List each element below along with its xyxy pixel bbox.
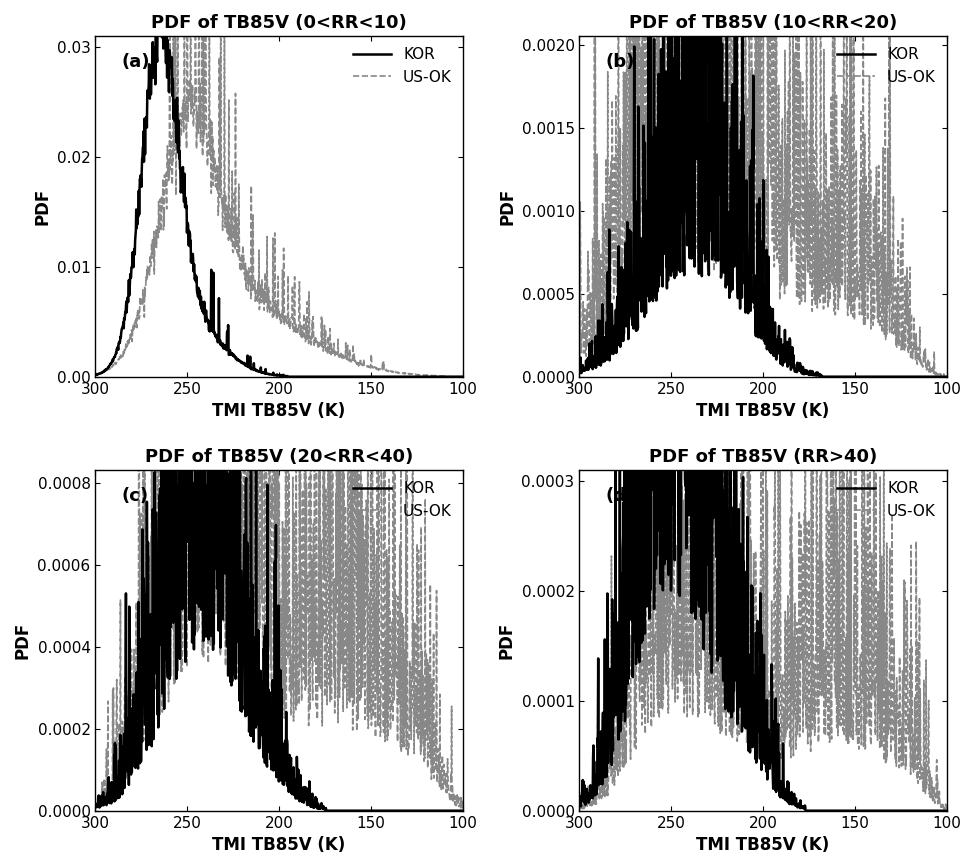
US-OK [793,249,804,260]
Title: PDF of TB85V (RR>40): PDF of TB85V (RR>40) [649,448,878,466]
US-OK [941,804,953,814]
KOR [779,794,791,805]
X-axis label: TMI TB85V (K): TMI TB85V (K) [696,836,830,854]
Y-axis label: PDF: PDF [498,187,516,225]
KOR [308,372,320,382]
KOR [793,362,804,372]
Y-axis label: PDF: PDF [33,187,51,225]
KOR [941,806,953,816]
Legend: KOR, US-OK: KOR, US-OK [831,475,942,524]
KOR [457,372,469,382]
Title: PDF of TB85V (20<RR<40): PDF of TB85V (20<RR<40) [145,448,413,466]
KOR [171,137,182,148]
KOR [573,365,585,375]
KOR [419,806,431,816]
KOR [573,793,585,804]
US-OK [779,634,791,644]
US-OK [574,804,586,814]
X-axis label: TMI TB85V (K): TMI TB85V (K) [213,402,346,420]
Line: KOR: KOR [96,0,463,377]
KOR [164,45,176,56]
US-OK [457,799,469,809]
KOR [90,370,101,380]
US-OK [903,315,915,326]
US-OK [573,319,585,330]
US-OK [647,491,659,502]
US-OK [793,719,804,729]
Legend: KOR, US-OK: KOR, US-OK [831,41,942,90]
US-OK [941,372,953,382]
KOR [419,372,431,382]
KOR [779,325,791,335]
Text: (b): (b) [605,53,635,71]
Text: (d): (d) [605,487,635,505]
Line: KOR: KOR [579,0,947,377]
KOR [793,801,804,812]
KOR [457,806,469,816]
KOR [688,184,700,194]
US-OK [654,664,666,674]
US-OK [654,199,666,209]
Y-axis label: PDF: PDF [14,621,32,659]
US-OK [90,369,101,379]
US-OK [163,614,175,624]
US-OK [90,800,101,811]
Text: (a): (a) [121,53,149,71]
Line: KOR: KOR [96,0,463,811]
Title: PDF of TB85V (10<RR<20): PDF of TB85V (10<RR<20) [629,14,897,32]
X-axis label: TMI TB85V (K): TMI TB85V (K) [696,402,830,420]
KOR [941,372,953,382]
US-OK [205,115,216,126]
KOR [647,273,659,284]
X-axis label: TMI TB85V (K): TMI TB85V (K) [213,836,346,854]
US-OK [308,342,320,352]
Line: US-OK: US-OK [96,0,463,377]
KOR [90,801,101,812]
US-OK [457,372,469,382]
KOR [308,803,320,813]
US-OK [295,324,307,334]
US-OK [164,173,176,183]
US-OK [419,370,431,380]
KOR [688,382,700,392]
Line: KOR: KOR [579,0,947,811]
KOR [205,619,216,629]
KOR [295,787,307,798]
US-OK [903,738,915,748]
US-OK [455,803,467,813]
KOR [903,372,915,382]
Y-axis label: PDF: PDF [498,621,516,659]
US-OK [573,803,585,813]
Line: US-OK: US-OK [579,0,947,809]
US-OK [307,519,319,529]
Title: PDF of TB85V (0<RR<10): PDF of TB85V (0<RR<10) [151,14,407,32]
Line: US-OK: US-OK [96,0,463,808]
US-OK [688,45,700,56]
US-OK [779,45,791,56]
KOR [205,323,216,333]
Legend: KOR, US-OK: KOR, US-OK [346,41,458,90]
US-OK [204,300,215,311]
KOR [903,806,915,816]
US-OK [419,753,431,764]
Line: US-OK: US-OK [579,0,947,377]
US-OK [688,471,700,482]
US-OK [170,543,181,554]
US-OK [294,372,306,382]
US-OK [170,190,181,201]
KOR [654,440,666,450]
KOR [295,372,307,382]
Text: (c): (c) [121,487,148,505]
KOR [164,647,176,657]
KOR [170,595,181,606]
KOR [654,154,666,164]
Legend: KOR, US-OK: KOR, US-OK [346,475,458,524]
